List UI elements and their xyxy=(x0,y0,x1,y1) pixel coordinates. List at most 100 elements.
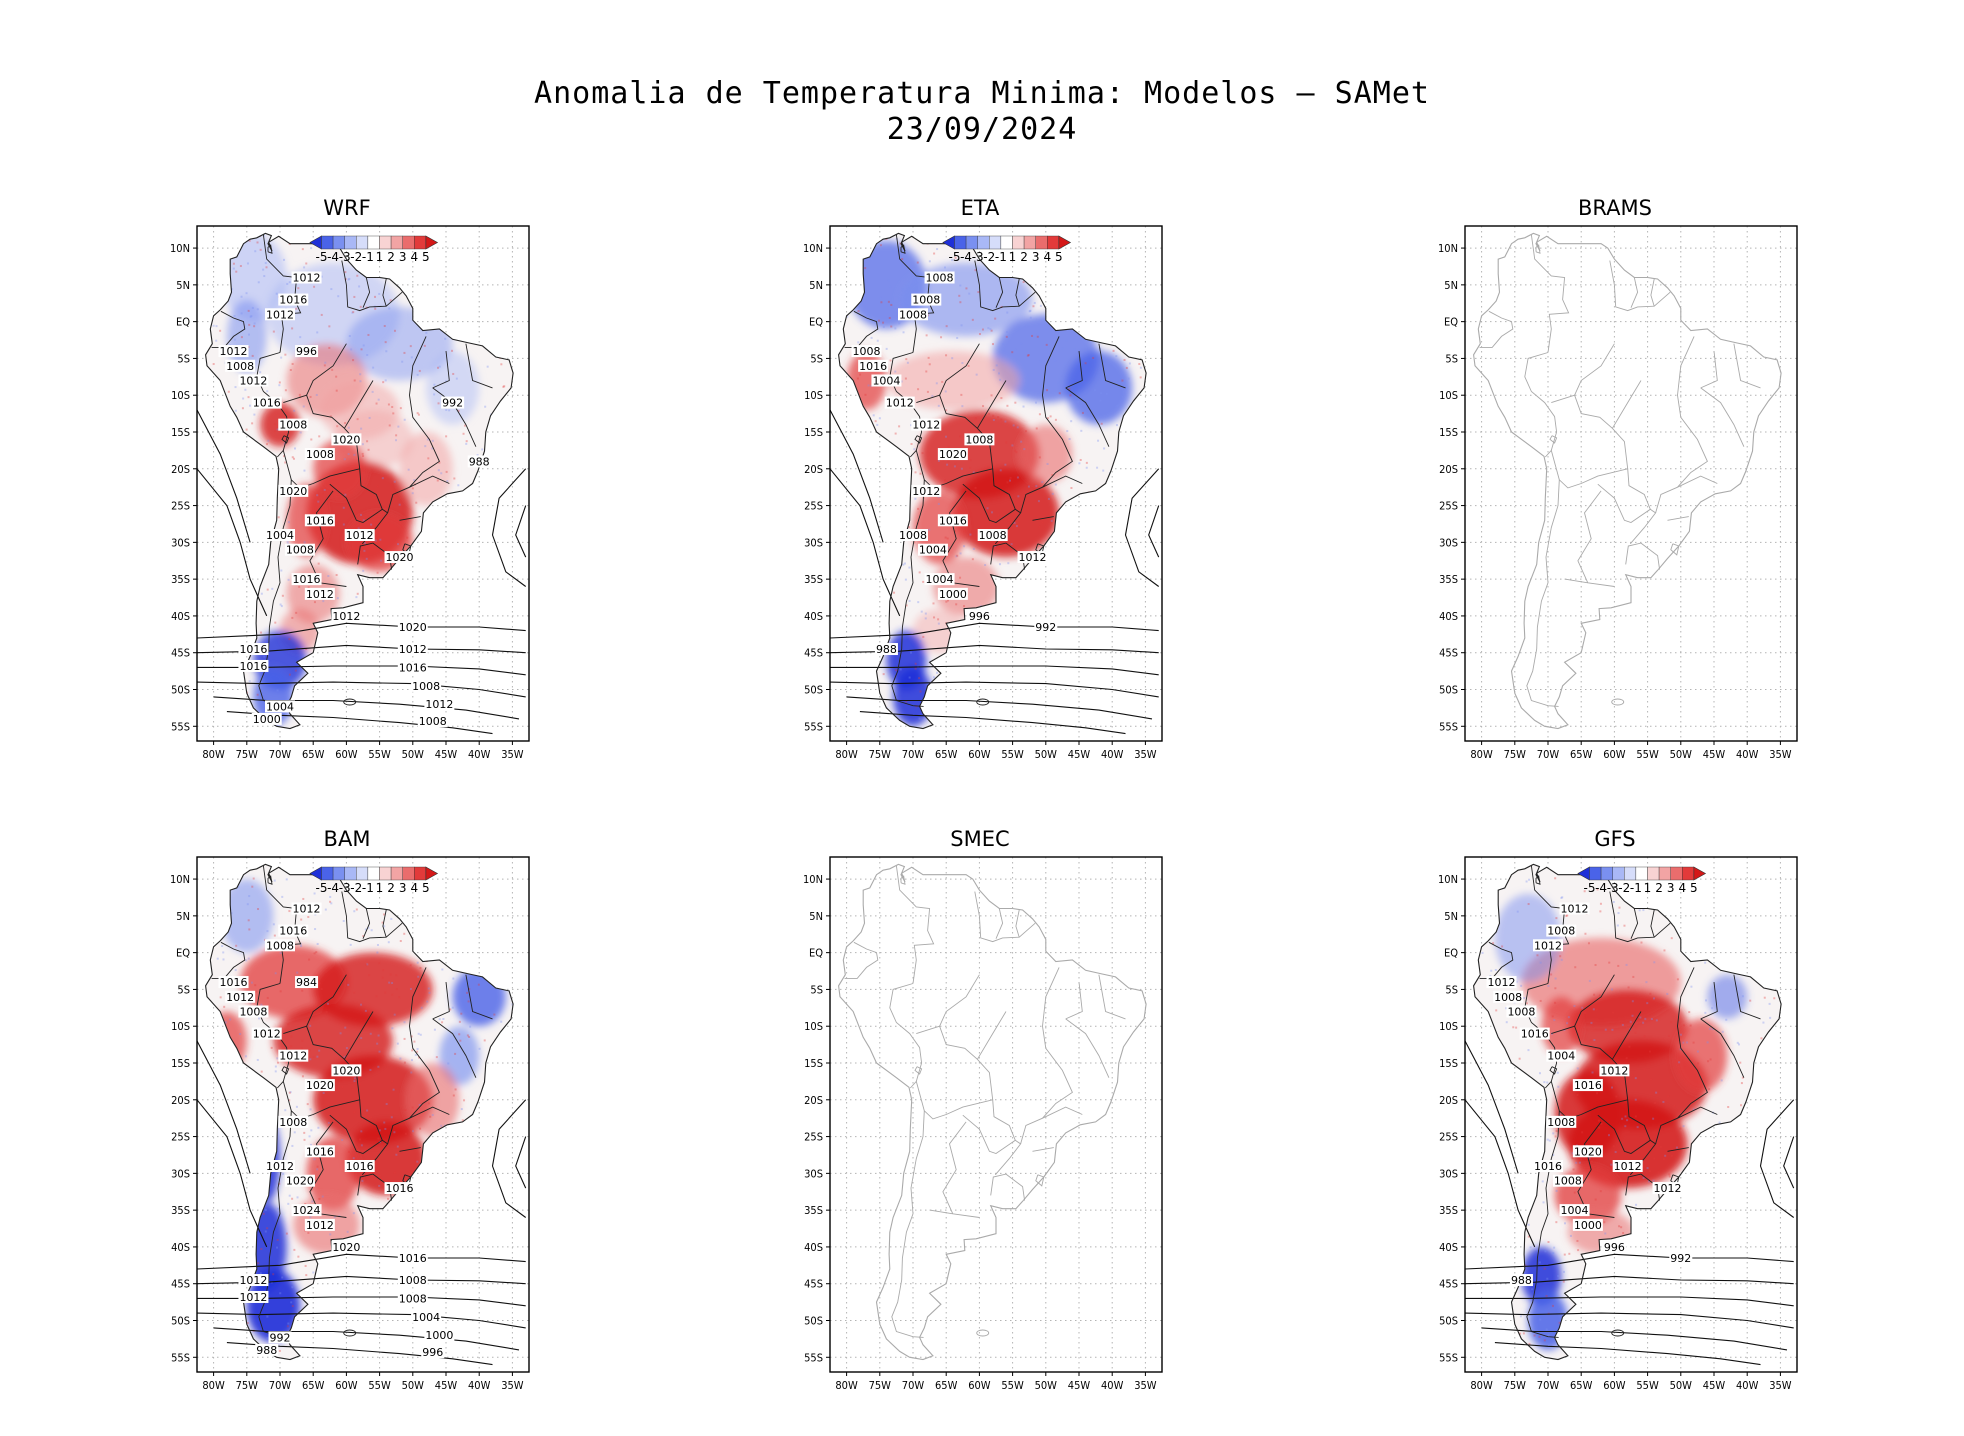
colorbar-label: 5 xyxy=(422,881,430,895)
map-panel-eta: 1008100810081008101610041012101210081020… xyxy=(803,225,1163,761)
colorbar-swatch xyxy=(1647,866,1660,881)
latitude-tick-label: 25S xyxy=(171,500,190,513)
isobar-label: 1024 xyxy=(293,1204,321,1217)
latitude-tick-label: 15S xyxy=(171,426,190,439)
isobar-label: 1008 xyxy=(1494,991,1522,1004)
isobar-label: 1008 xyxy=(965,433,993,446)
longitude-tick-label: 35W xyxy=(1134,748,1157,761)
isobar-label: 1004 xyxy=(1561,1204,1589,1217)
longitude-tick-label: 65W xyxy=(1570,1379,1593,1392)
isobar-label: 1008 xyxy=(399,1292,427,1305)
colorbar: -5 -4 -3 -2 -1 1 2 3 4 5 xyxy=(309,866,439,895)
colorbar: -5 -4 -3 -2 -1 1 2 3 4 5 xyxy=(1577,866,1707,895)
latitude-tick-label: 30S xyxy=(1439,1167,1458,1180)
longitude-tick-label: 65W xyxy=(302,748,325,761)
isobar-label: 992 xyxy=(1670,1252,1691,1265)
isobar-label: 1012 xyxy=(306,1219,334,1232)
isobar-label: 1012 xyxy=(253,1028,281,1041)
colorbar-label: 1 xyxy=(376,881,384,895)
isobar-label: 1008 xyxy=(1547,925,1575,938)
latitude-tick-label: 50S xyxy=(804,1315,823,1328)
colorbar-swatch xyxy=(1012,235,1025,250)
isobar-label: 1016 xyxy=(220,976,248,989)
panel-title-brams: BRAMS xyxy=(1578,196,1652,220)
longitude-tick-label: 75W xyxy=(869,748,892,761)
longitude-tick-label: 60W xyxy=(335,748,358,761)
isobar-label: 1012 xyxy=(912,419,940,432)
isobar-label: 1008 xyxy=(399,1274,427,1287)
colorbar-swatch xyxy=(379,866,392,881)
colorbar: -5 -4 -3 -2 -1 1 2 3 4 5 xyxy=(309,235,439,264)
colorbar-label: -4 xyxy=(960,250,972,264)
latitude-tick-label: 50S xyxy=(1439,684,1458,697)
isobar-label: 1016 xyxy=(306,1145,334,1158)
latitude-tick-label: 5N xyxy=(176,279,190,292)
latitude-tick-label: 25S xyxy=(804,1131,823,1144)
longitude-axis: 80W 75W 70W 65W 60W 55W 50W 45W 40W 35W xyxy=(202,741,524,761)
latitude-axis: 10N 5N EQ 5S 10S 15S 20S 25S 30S 35S 40S 45S 50S 55S xyxy=(170,242,197,733)
isobar-label: 1012 xyxy=(220,345,248,358)
colorbar-swatch xyxy=(1023,235,1036,250)
isobar-label: 1020 xyxy=(939,448,967,461)
colorbar-label: -3 xyxy=(1607,881,1619,895)
colorbar-swatch xyxy=(954,235,967,250)
colorbar-swatch xyxy=(1682,866,1695,881)
isobar-label: 1012 xyxy=(266,308,294,321)
colorbar-swatch xyxy=(367,866,380,881)
continent-outline xyxy=(838,232,1147,730)
isobar-label: 992 xyxy=(442,397,463,410)
isobar-label: 992 xyxy=(1035,621,1056,634)
isobar-label: 1008 xyxy=(419,715,447,728)
colorbar-label: 4 xyxy=(1043,250,1051,264)
latitude-tick-label: EQ xyxy=(176,947,190,960)
isobar-label: 1008 xyxy=(926,272,954,285)
colorbar-label: -5 xyxy=(315,250,327,264)
map-panel-gfs: 1012100810121012100810081016100410121016… xyxy=(1438,856,1798,1392)
map-border xyxy=(1464,225,1798,742)
latitude-tick-label: 10S xyxy=(804,1020,823,1033)
map-panel-wrf: 1012101610121012100810121016100810201008… xyxy=(170,225,530,761)
map-panel-brams: 10N 5N EQ 5S 10S 15S 20S 25S 30S 35S 40S 45S 50S 55S 8… xyxy=(1438,225,1798,761)
panel-title-wrf: WRF xyxy=(323,196,371,220)
latitude-axis: 10N 5N EQ 5S 10S 15S 20S 25S 30S 35S 40S 45S 50S 55S xyxy=(803,242,830,733)
colorbar-swatch xyxy=(1693,866,1707,881)
figure-title: Anomalia de Temperatura Minima: Modelos … xyxy=(534,76,1430,111)
longitude-tick-label: 80W xyxy=(835,1379,858,1392)
longitude-tick-label: 70W xyxy=(902,748,925,761)
isobar-label: 1020 xyxy=(386,551,414,564)
longitude-tick-label: 75W xyxy=(1504,1379,1527,1392)
latitude-tick-label: 10N xyxy=(1438,242,1458,255)
isobar-label: 992 xyxy=(270,1331,291,1344)
isobar-label: 1016 xyxy=(279,294,307,307)
latitude-tick-label: 55S xyxy=(171,1351,190,1364)
isobar-label: 1000 xyxy=(1574,1219,1602,1232)
latitude-axis: 10N 5N EQ 5S 10S 15S 20S 25S 30S 35S 40S 45S 50S 55S xyxy=(1438,242,1465,733)
longitude-tick-label: 45W xyxy=(1068,748,1091,761)
latitude-tick-label: 30S xyxy=(804,1167,823,1180)
latitude-axis: 10N 5N EQ 5S 10S 15S 20S 25S 30S 35S 40S 45S 50S 55S xyxy=(170,873,197,1364)
map-panel-smec: 10N 5N EQ 5S 10S 15S 20S 25S 30S 35S 40S 45S 50S 55S 8… xyxy=(803,856,1163,1392)
latitude-tick-label: 5S xyxy=(177,352,190,365)
isobar-label: 1008 xyxy=(1547,1116,1575,1129)
colorbar-swatch xyxy=(332,235,345,250)
colorbar-label: 2 xyxy=(387,250,395,264)
longitude-tick-label: 35W xyxy=(501,748,524,761)
continent-outline xyxy=(838,863,1147,1361)
isobar-label: 1020 xyxy=(399,621,427,634)
latitude-tick-label: 15S xyxy=(804,426,823,439)
map-border xyxy=(1464,856,1798,1373)
isobar-label: 988 xyxy=(256,1344,277,1357)
latitude-tick-label: 50S xyxy=(171,684,190,697)
colorbar-swatch xyxy=(390,235,403,250)
isobar-label: 1016 xyxy=(239,643,267,656)
isobar-labels: 1008100810081008101610041012101210081020… xyxy=(851,271,1058,656)
latitude-tick-label: 20S xyxy=(171,1094,190,1107)
latitude-tick-label: 5N xyxy=(809,279,823,292)
isobar-label: 1012 xyxy=(346,529,374,542)
map-frame xyxy=(1465,226,1797,741)
colorbar-swatch xyxy=(356,866,369,881)
longitude-tick-label: 80W xyxy=(202,748,225,761)
latitude-axis: 10N 5N EQ 5S 10S 15S 20S 25S 30S 35S 40S 45S 50S 55S xyxy=(803,873,830,1364)
colorbar-swatch xyxy=(1624,866,1637,881)
colorbar-swatch xyxy=(1670,866,1683,881)
